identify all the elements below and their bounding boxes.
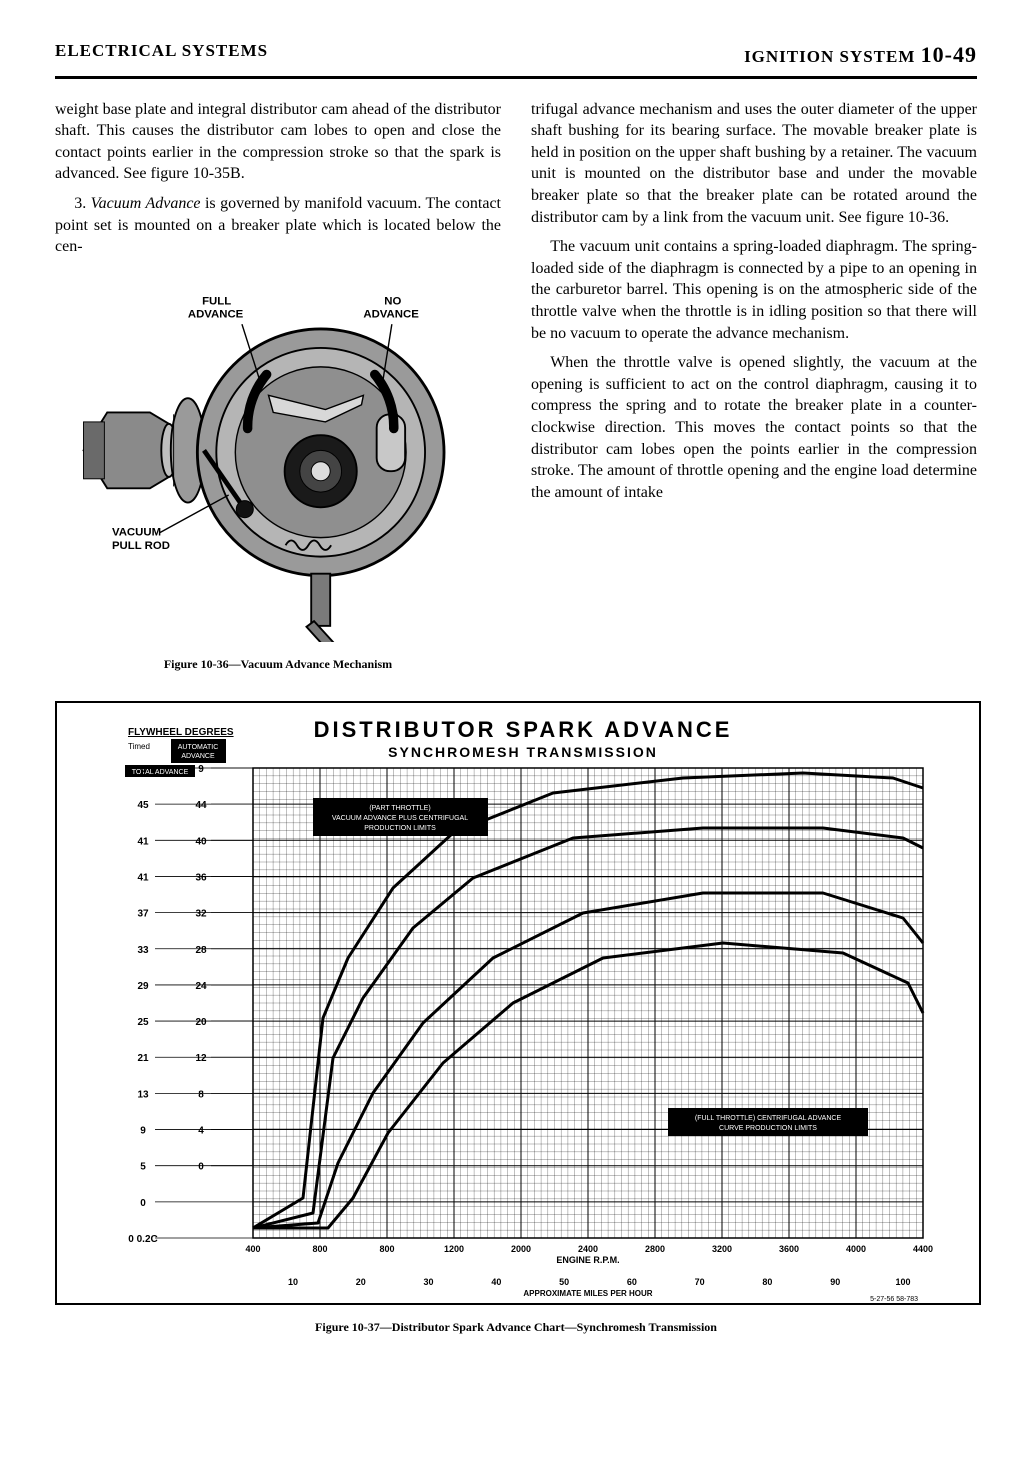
y-sub1: Timed: [128, 742, 150, 751]
svg-text:20: 20: [356, 1277, 366, 1287]
svg-text:21: 21: [137, 1053, 149, 1064]
svg-text:41: 41: [137, 836, 149, 847]
svg-text:30: 30: [424, 1277, 434, 1287]
svg-text:25: 25: [137, 1017, 149, 1028]
svg-text:100: 100: [895, 1277, 910, 1287]
svg-text:PRODUCTION LIMITS: PRODUCTION LIMITS: [364, 825, 436, 832]
svg-text:44: 44: [195, 800, 207, 811]
svg-text:33: 33: [137, 944, 149, 955]
p2-ital: Vacuum Advance: [91, 195, 201, 212]
p2-lead: 3.: [74, 195, 90, 212]
svg-text:20: 20: [195, 1017, 207, 1028]
svg-text:8: 8: [198, 1089, 204, 1100]
page-number: 10-49: [921, 42, 977, 67]
svg-text:0 0.2C: 0 0.2C: [128, 1234, 157, 1245]
svg-text:32: 32: [195, 908, 207, 919]
svg-text:9: 9: [140, 764, 146, 775]
chart-title: DISTRIBUTOR SPARK ADVANCE: [314, 717, 733, 742]
x-label-rpm: ENGINE R.P.M.: [556, 1255, 619, 1265]
left-column: weight base plate and integral distribut…: [55, 99, 501, 685]
svg-text:0: 0: [140, 1197, 146, 1208]
chart-corner: 5-27-56 58-783: [870, 1296, 918, 1303]
chart-subtitle: SYNCHROMESH TRANSMISSION: [388, 744, 658, 760]
svg-text:(PART THROTTLE): (PART THROTTLE): [369, 805, 430, 812]
svg-text:2000: 2000: [511, 1244, 531, 1254]
svg-text:800: 800: [379, 1244, 394, 1254]
svg-text:60: 60: [627, 1277, 637, 1287]
distributor-body-icon: [197, 329, 444, 642]
svg-text:9: 9: [198, 764, 204, 775]
header-right: IGNITION SYSTEM 10-49: [744, 40, 977, 70]
svg-text:12: 12: [195, 1053, 207, 1064]
svg-text:0: 0: [198, 1161, 204, 1172]
svg-text:41: 41: [137, 872, 149, 883]
svg-text:(FULL THROTTLE) CENTRIFUGAL AD: (FULL THROTTLE) CENTRIFUGAL ADVANCE: [695, 1115, 842, 1122]
svg-text:70: 70: [695, 1277, 705, 1287]
svg-text:2800: 2800: [645, 1244, 665, 1254]
label-vacuum-pull-rod: VACUUM: [112, 527, 161, 539]
svg-text:13: 13: [137, 1089, 149, 1100]
svg-text:AUTOMATIC: AUTOMATIC: [178, 744, 219, 751]
right-p2: The vacuum unit contains a spring-loaded…: [531, 236, 977, 344]
svg-text:4400: 4400: [913, 1244, 933, 1254]
svg-text:PULL ROD: PULL ROD: [112, 540, 170, 552]
svg-text:ADVANCE: ADVANCE: [188, 308, 244, 320]
svg-text:ADVANCE: ADVANCE: [181, 753, 215, 760]
right-p3: When the throttle valve is opened slight…: [531, 352, 977, 503]
svg-text:800: 800: [312, 1244, 327, 1254]
header-left: ELECTRICAL SYSTEMS: [55, 40, 268, 70]
svg-text:4000: 4000: [846, 1244, 866, 1254]
header-right-label: IGNITION SYSTEM: [744, 47, 915, 66]
svg-text:1200: 1200: [444, 1244, 464, 1254]
vacuum-advance-diagram: FULL ADVANCE NO ADVANCE VACUUM PULL ROD: [55, 272, 501, 642]
svg-text:10: 10: [288, 1277, 298, 1287]
svg-text:45: 45: [137, 800, 149, 811]
fig36-caption: Figure 10-36—Vacuum Advance Mechanism: [55, 656, 501, 672]
svg-text:3200: 3200: [712, 1244, 732, 1254]
svg-text:ADVANCE: ADVANCE: [363, 308, 419, 320]
svg-text:5: 5: [140, 1161, 146, 1172]
label-no-advance: NO: [384, 295, 401, 307]
body-columns: weight base plate and integral distribut…: [55, 99, 977, 685]
svg-text:40: 40: [491, 1277, 501, 1287]
plot-area: [253, 768, 923, 1238]
right-column: trifugal advance mechanism and uses the …: [531, 99, 977, 685]
left-p1: weight base plate and integral distribut…: [55, 99, 501, 185]
svg-text:VACUUM ADVANCE PLUS CENTRIFUGA: VACUUM ADVANCE PLUS CENTRIFUGAL: [332, 815, 468, 822]
svg-text:CURVE PRODUCTION LIMITS: CURVE PRODUCTION LIMITS: [719, 1125, 817, 1132]
vacuum-unit-icon: [84, 398, 205, 502]
svg-text:400: 400: [245, 1244, 260, 1254]
svg-text:90: 90: [830, 1277, 840, 1287]
figure-10-36: FULL ADVANCE NO ADVANCE VACUUM PULL ROD: [55, 272, 501, 649]
svg-text:9: 9: [140, 1125, 146, 1136]
svg-text:29: 29: [137, 981, 149, 992]
page-header: ELECTRICAL SYSTEMS IGNITION SYSTEM 10-49: [55, 40, 977, 79]
svg-text:28: 28: [195, 944, 207, 955]
svg-text:80: 80: [762, 1277, 772, 1287]
svg-text:40: 40: [195, 836, 207, 847]
label-full-advance: FULL: [202, 295, 231, 307]
svg-text:2400: 2400: [578, 1244, 598, 1254]
right-p1: trifugal advance mechanism and uses the …: [531, 99, 977, 229]
fig37-caption: Figure 10-37—Distributor Spark Advance C…: [55, 1319, 977, 1335]
svg-text:50: 50: [559, 1277, 569, 1287]
svg-text:37: 37: [137, 908, 149, 919]
y-header: FLYWHEEL DEGREES: [128, 727, 234, 738]
svg-text:24: 24: [195, 981, 207, 992]
svg-text:4: 4: [198, 1125, 204, 1136]
svg-text:36: 36: [195, 872, 207, 883]
left-p2: 3. Vacuum Advance is governed by manifol…: [55, 193, 501, 258]
spark-advance-chart: DISTRIBUTOR SPARK ADVANCE SYNCHROMESH TR…: [55, 701, 981, 1305]
svg-text:3600: 3600: [779, 1244, 799, 1254]
x-label-mph: APPROXIMATE MILES PER HOUR: [523, 1289, 652, 1298]
